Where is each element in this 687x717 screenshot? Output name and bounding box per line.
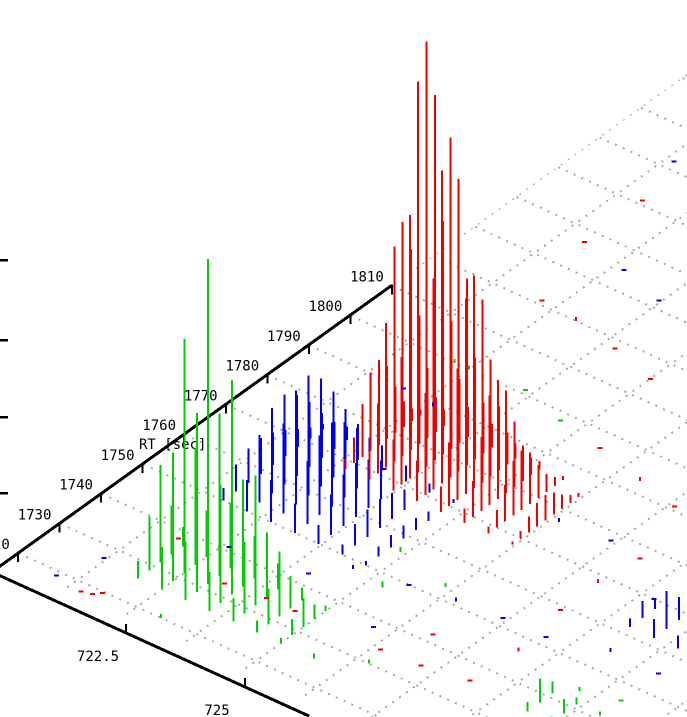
feature-blue-right-edge-stems xyxy=(629,590,680,649)
rt-axis-title: RT [sec] xyxy=(139,437,206,453)
noise-points xyxy=(54,160,677,702)
mz-axis-line xyxy=(0,574,310,717)
rt-tick-label: 1760 xyxy=(142,418,176,434)
axis-labels: 1720 1730 1740 1750 1760 1770 1780 1790 1800 1810… xyxy=(0,269,384,717)
rt-tick-label: 1780 xyxy=(225,359,259,375)
rt-tick-label: 1790 xyxy=(267,329,301,345)
feature-red-stems xyxy=(344,41,580,545)
rt-axis-line xyxy=(0,284,393,568)
grid-lines xyxy=(7,74,687,717)
axes xyxy=(0,284,393,717)
rt-tick-label: 1730 xyxy=(18,507,52,523)
rt-tick-label: 1810 xyxy=(350,269,384,285)
rt-tick-label: 1740 xyxy=(59,478,93,494)
feature-green-stems xyxy=(137,258,327,644)
rt-tick-label: 1770 xyxy=(184,388,218,404)
mz-tick-label: 725 xyxy=(204,703,229,717)
intensity-axis xyxy=(0,258,8,495)
mz-tick-label: 722.5 xyxy=(77,649,119,665)
rt-tick-label: 1750 xyxy=(101,448,135,464)
feature-green-bottom-stems xyxy=(526,678,602,717)
rt-tick-label: 1720 xyxy=(0,537,10,553)
rt-tick-label: 1800 xyxy=(309,299,343,315)
